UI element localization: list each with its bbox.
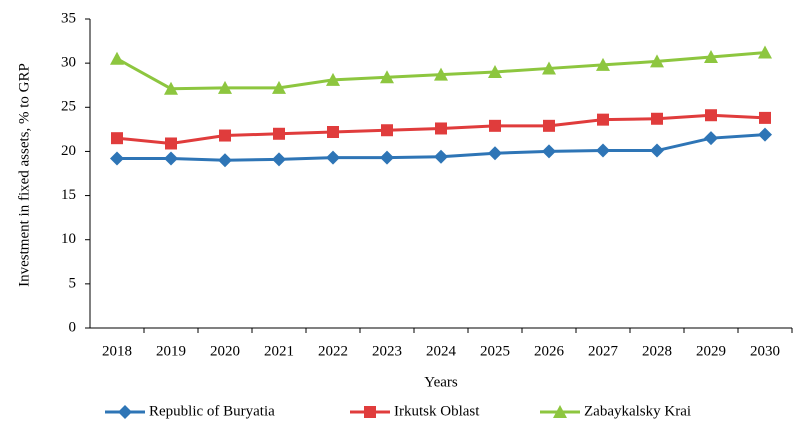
x-tick-label: 2027 <box>588 343 619 359</box>
point <box>488 146 502 161</box>
x-tick-label: 2028 <box>642 343 672 359</box>
point <box>489 119 501 132</box>
point <box>758 127 772 142</box>
legend-marker <box>364 406 376 418</box>
y-tick-label: 5 <box>69 275 77 291</box>
y-tick-label: 25 <box>61 99 76 115</box>
y-tick-label: 15 <box>61 187 76 203</box>
x-axis-label: Years <box>424 374 458 390</box>
point <box>704 49 718 63</box>
point <box>542 144 556 159</box>
point <box>326 150 340 165</box>
x-tick-label: 2021 <box>264 343 294 359</box>
point <box>651 112 663 125</box>
legend-label: Irkutsk Oblast <box>394 403 480 419</box>
point <box>273 127 285 140</box>
y-tick-label: 20 <box>61 143 76 159</box>
x-tick-label: 2030 <box>750 343 780 359</box>
point <box>165 137 177 150</box>
x-tick-label: 2019 <box>156 343 186 359</box>
point <box>272 80 286 94</box>
y-tick-label: 30 <box>61 55 76 71</box>
point <box>543 119 555 132</box>
point <box>327 126 339 139</box>
point <box>759 111 771 124</box>
point <box>272 152 286 167</box>
point <box>111 132 123 145</box>
point <box>380 150 394 165</box>
point <box>704 131 718 146</box>
y-tick-label: 10 <box>61 231 76 247</box>
point <box>219 129 231 142</box>
point <box>110 51 124 65</box>
x-tick-label: 2024 <box>426 343 457 359</box>
point <box>381 124 393 137</box>
legend-label: Republic of Buryatia <box>149 403 275 419</box>
point <box>110 151 124 166</box>
point <box>218 153 232 168</box>
x-tick-label: 2023 <box>372 343 402 359</box>
x-tick-label: 2029 <box>696 343 726 359</box>
legend-label: Zabaykalsky Krai <box>584 403 691 419</box>
x-tick-label: 2018 <box>102 343 132 359</box>
point <box>326 72 340 86</box>
point <box>650 54 664 68</box>
legend-marker <box>118 405 132 419</box>
y-tick-label: 35 <box>61 10 76 26</box>
point <box>380 70 394 84</box>
point <box>705 109 717 122</box>
x-tick-label: 2025 <box>480 343 510 359</box>
point <box>164 81 178 95</box>
point <box>434 67 448 81</box>
point <box>542 61 556 75</box>
point <box>218 80 232 94</box>
y-tick-label: 0 <box>69 319 77 335</box>
point <box>596 57 610 71</box>
legend-marker <box>553 405 567 418</box>
point <box>758 45 772 59</box>
point <box>434 149 448 164</box>
point <box>164 151 178 166</box>
point <box>488 64 502 78</box>
y-axis-label: Investment in fixed assets, % to GRP <box>16 63 32 287</box>
point <box>435 122 447 135</box>
x-tick-label: 2022 <box>318 343 348 359</box>
point <box>596 143 610 158</box>
x-tick-label: 2026 <box>534 343 565 359</box>
point <box>650 143 664 158</box>
x-tick-label: 2020 <box>210 343 240 359</box>
point <box>597 113 609 126</box>
